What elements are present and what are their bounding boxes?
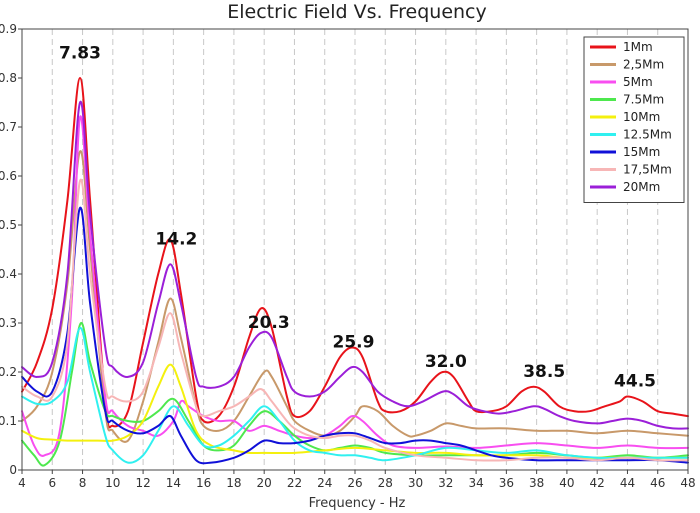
series-line-2 — [21, 115, 689, 457]
legend-label: 12.5Mm — [623, 128, 672, 142]
series-line-0 — [21, 77, 689, 429]
y-tick-label: 0.6 — [0, 169, 17, 183]
x-tick-label: 30 — [408, 476, 423, 490]
y-tick-label: 0.7 — [0, 120, 17, 134]
series-line-4 — [21, 363, 689, 459]
x-axis-label: Frequency - Hz — [309, 496, 406, 511]
x-tick-label: 4 — [18, 476, 26, 490]
x-tick-label: 6 — [48, 476, 56, 490]
y-tick-label: 0.5 — [0, 218, 17, 232]
x-tick-label: 8 — [79, 476, 87, 490]
legend-label: 17,5Mm — [623, 163, 672, 177]
x-tick-label: 44 — [620, 476, 635, 490]
peak-annotations: 7.83 14.2 20.3 25.9 32.0 38.5 44.5 — [59, 43, 656, 391]
peak-label: 44.5 — [614, 372, 656, 392]
x-tick-label: 32 — [438, 476, 453, 490]
y-tick-label: 0.4 — [0, 267, 17, 281]
series-line-5 — [21, 326, 689, 464]
x-axis-ticks: 4 6 8 10 12 14 16 18 20 22 24 26 28 30 32 34 36 38 40 42 44 4… — [18, 470, 696, 490]
peak-label: 38.5 — [523, 362, 565, 382]
series-line-7 — [21, 178, 689, 462]
legend-label: 1Mm — [623, 40, 653, 54]
y-tick-label: 0.8 — [0, 71, 17, 85]
legend-label: 7.5Mm — [623, 93, 664, 107]
x-tick-label: 12 — [135, 476, 150, 490]
x-tick-label: 48 — [680, 476, 695, 490]
y-tick-label: 0.9 — [0, 22, 17, 36]
peak-label: 14.2 — [155, 230, 197, 250]
series-line-6 — [21, 206, 689, 465]
x-tick-label: 42 — [590, 476, 605, 490]
y-tick-label: 0.1 — [0, 414, 17, 428]
legend-label: 20Mm — [623, 180, 660, 194]
x-tick-label: 14 — [166, 476, 181, 490]
x-tick-label: 22 — [287, 476, 302, 490]
peak-label: 25.9 — [333, 333, 375, 353]
x-tick-label: 24 — [317, 476, 332, 490]
x-tick-label: 40 — [559, 476, 574, 490]
x-tick-label: 20 — [257, 476, 272, 490]
legend-label: 5Mm — [623, 75, 653, 89]
legend-label: 2,5Mm — [623, 58, 664, 72]
y-tick-label: 0.2 — [0, 365, 17, 379]
series-line-8 — [21, 100, 689, 430]
x-tick-label: 36 — [499, 476, 514, 490]
peak-label: 32.0 — [425, 352, 467, 372]
peak-label: 20.3 — [248, 313, 290, 333]
x-tick-label: 28 — [378, 476, 393, 490]
chart-title: Electric Field Vs. Frequency — [227, 1, 486, 23]
y-tick-label: 0.3 — [0, 316, 17, 330]
x-tick-label: 18 — [226, 476, 241, 490]
x-tick-label: 38 — [529, 476, 544, 490]
y-tick-label: 0 — [9, 463, 17, 477]
y-axis-ticks: 0 0.1 0.2 0.3 0.4 0.5 0.6 0.7 0.8 0.9 — [0, 22, 22, 477]
peak-label: 7.83 — [59, 43, 101, 63]
legend-label: 15Mm — [623, 145, 660, 159]
x-tick-label: 34 — [468, 476, 483, 490]
legend: 1Mm 2,5Mm 5Mm 7.5Mm 10Mm 12.5Mm 15Mm 17,5Mm 20Mm — [583, 36, 685, 203]
series-lines — [21, 77, 689, 467]
x-tick-label: 46 — [650, 476, 665, 490]
series-line-1 — [21, 150, 689, 443]
legend-label: 10Mm — [623, 110, 660, 124]
x-tick-label: 10 — [105, 476, 120, 490]
x-tick-label: 26 — [347, 476, 362, 490]
x-tick-label: 16 — [196, 476, 211, 490]
